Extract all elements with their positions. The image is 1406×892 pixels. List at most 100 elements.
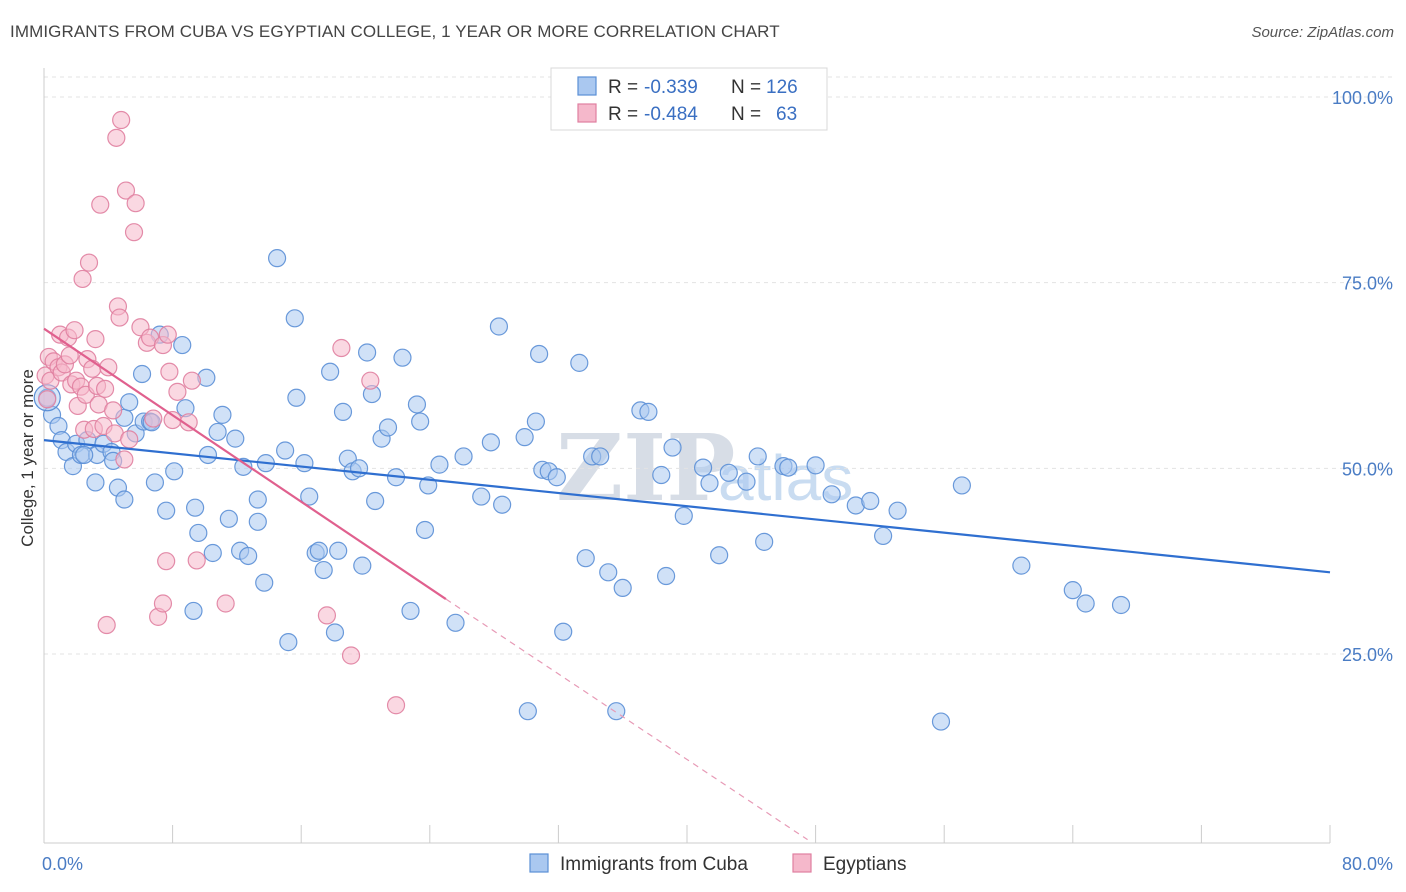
point-cuba-55 xyxy=(321,362,340,381)
point-cuba-51 xyxy=(300,487,319,506)
point-cuba-28 xyxy=(184,601,203,621)
point-cuba-49 xyxy=(287,388,306,407)
point-cuba-43 xyxy=(255,573,274,592)
point-egyptians-12 xyxy=(65,321,84,340)
point-egyptians-21 xyxy=(83,359,102,378)
point-cuba-29 xyxy=(186,498,205,517)
point-cuba-70 xyxy=(401,601,420,621)
point-cuba-40 xyxy=(239,546,258,566)
grid: 100.0% 75.0% 50.0% 25.0% xyxy=(44,76,1393,665)
point-egyptians-26 xyxy=(91,195,110,214)
point-cuba-25 xyxy=(165,462,184,481)
legend-n-value-cuba: 126 xyxy=(766,77,798,98)
point-cuba-41 xyxy=(248,512,267,531)
y-tick-label-0: 100.0% xyxy=(1332,88,1393,108)
point-cuba-89 xyxy=(554,622,573,641)
legend-r-value-cuba: -0.339 xyxy=(644,77,698,98)
point-cuba-78 xyxy=(472,487,491,506)
y-axis-label: College, 1 year or more xyxy=(18,369,37,547)
point-cuba-81 xyxy=(493,495,512,514)
point-cuba-24 xyxy=(157,501,176,520)
point-cuba-69 xyxy=(393,348,412,367)
point-cuba-72 xyxy=(411,412,430,431)
point-egyptians-23 xyxy=(86,330,105,349)
point-egyptians-31 xyxy=(104,401,123,420)
y-tick-label-1: 75.0% xyxy=(1342,274,1393,294)
point-egyptians-58 xyxy=(332,338,351,358)
point-cuba-116 xyxy=(874,526,893,546)
point-egyptians-57 xyxy=(317,606,337,625)
point-cuba-83 xyxy=(518,702,537,721)
point-cuba-32 xyxy=(198,445,218,465)
point-cuba-108 xyxy=(748,447,767,466)
point-cuba-73 xyxy=(415,520,435,540)
point-cuba-100 xyxy=(657,566,676,586)
trend-line-egyptians xyxy=(43,327,447,600)
point-egyptians-40 xyxy=(124,223,144,242)
series-egyptians-points xyxy=(36,110,406,715)
point-egyptians-53 xyxy=(168,382,187,401)
point-egyptians-20 xyxy=(79,253,99,272)
legend-r-value-egyptians: -0.484 xyxy=(644,104,698,125)
point-cuba-46 xyxy=(276,441,295,460)
bottom-legend-swatch-egyptians xyxy=(792,853,812,873)
point-cuba-22 xyxy=(145,473,165,492)
point-cuba-76 xyxy=(446,613,465,632)
point-cuba-53 xyxy=(309,541,328,560)
point-cuba-45 xyxy=(267,249,287,268)
point-cuba-99 xyxy=(652,465,671,485)
point-cuba-82 xyxy=(515,428,534,447)
point-cuba-77 xyxy=(454,447,473,466)
x-tick-label-min: 0.0% xyxy=(42,854,83,874)
point-cuba-95 xyxy=(607,702,626,721)
point-cuba-117 xyxy=(888,501,907,520)
point-cuba-120 xyxy=(1012,556,1031,575)
point-cuba-61 xyxy=(349,459,369,478)
point-egyptians-39 xyxy=(120,430,139,449)
point-egyptians-61 xyxy=(386,696,406,715)
point-cuba-54 xyxy=(314,560,333,580)
point-cuba-96 xyxy=(613,578,632,598)
legend-bottom: Immigrants from Cuba Egyptians xyxy=(529,853,906,875)
trend-line-cuba xyxy=(43,439,1331,574)
point-cuba-113 xyxy=(822,485,841,504)
point-cuba-37 xyxy=(226,429,245,448)
point-cuba-74 xyxy=(419,476,438,495)
point-egyptians-45 xyxy=(144,409,163,428)
point-egyptians-62 xyxy=(187,551,206,570)
legend-r-label-egyptians: R = xyxy=(608,104,638,125)
legend-n-label-cuba: N = xyxy=(731,77,761,98)
point-cuba-63 xyxy=(358,343,377,362)
point-cuba-71 xyxy=(407,395,427,414)
point-egyptians-60 xyxy=(361,371,380,390)
y-tick-label-3: 25.0% xyxy=(1342,645,1393,665)
point-cuba-67 xyxy=(378,418,398,437)
point-cuba-119 xyxy=(952,476,971,495)
bottom-legend-label-egyptians: Egyptians xyxy=(823,854,906,875)
point-cuba-115 xyxy=(861,491,880,511)
point-egyptians-28 xyxy=(95,379,115,398)
point-cuba-85 xyxy=(526,412,545,431)
point-cuba-39 xyxy=(234,457,253,476)
point-egyptians-47 xyxy=(153,594,173,613)
point-cuba-36 xyxy=(219,509,238,528)
point-egyptians-36 xyxy=(112,110,131,130)
point-cuba-111 xyxy=(779,458,798,477)
point-cuba-123 xyxy=(1111,595,1131,615)
point-cuba-48 xyxy=(285,309,304,328)
series-cuba-points xyxy=(33,249,1131,731)
point-cuba-34 xyxy=(208,422,227,442)
point-cuba-35 xyxy=(213,405,232,424)
point-egyptians-54 xyxy=(179,413,198,432)
trend-lines xyxy=(43,327,1331,841)
point-egyptians-29 xyxy=(97,615,116,635)
point-cuba-62 xyxy=(353,556,372,575)
point-cuba-84 xyxy=(530,344,549,364)
bottom-legend-label-cuba: Immigrants from Cuba xyxy=(560,854,748,875)
point-cuba-58 xyxy=(333,402,353,421)
point-cuba-91 xyxy=(576,549,595,568)
point-cuba-121 xyxy=(1063,581,1082,600)
point-egyptians-33 xyxy=(107,128,126,147)
point-cuba-105 xyxy=(710,546,729,565)
